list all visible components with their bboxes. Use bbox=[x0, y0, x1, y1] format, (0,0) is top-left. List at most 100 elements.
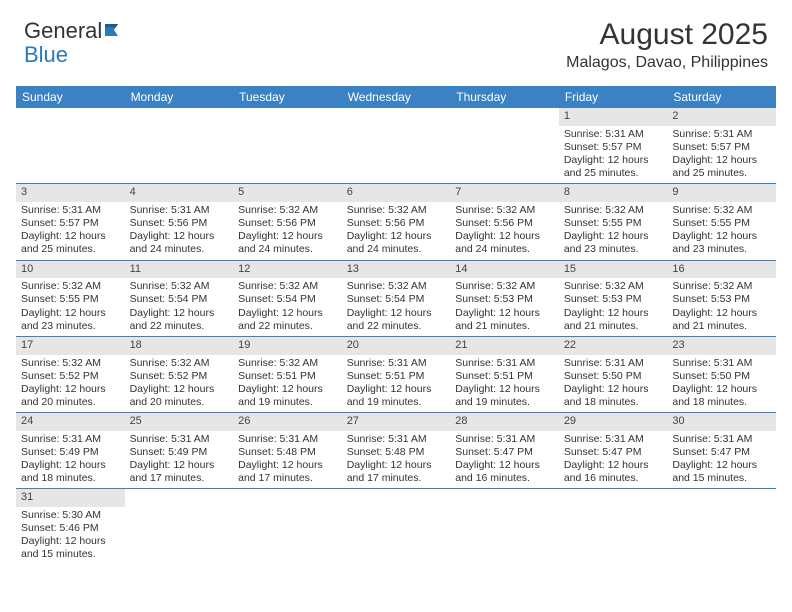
day-number: 12 bbox=[233, 261, 342, 279]
daylight-text-1: Daylight: 12 hours bbox=[21, 535, 120, 548]
sunrise-text: Sunrise: 5:32 AM bbox=[347, 204, 446, 217]
daylight-text-1: Daylight: 12 hours bbox=[21, 459, 120, 472]
calendar-cell: 23Sunrise: 5:31 AMSunset: 5:50 PMDayligh… bbox=[667, 336, 776, 412]
day-body: Sunrise: 5:32 AMSunset: 5:56 PMDaylight:… bbox=[233, 202, 342, 260]
sunset-text: Sunset: 5:47 PM bbox=[455, 446, 554, 459]
day-body: Sunrise: 5:31 AMSunset: 5:49 PMDaylight:… bbox=[16, 431, 125, 489]
daylight-text-1: Daylight: 12 hours bbox=[238, 383, 337, 396]
day-body: Sunrise: 5:31 AMSunset: 5:48 PMDaylight:… bbox=[342, 431, 451, 489]
day-number: 25 bbox=[125, 413, 234, 431]
daylight-text-1: Daylight: 12 hours bbox=[455, 383, 554, 396]
calendar-cell: 3Sunrise: 5:31 AMSunset: 5:57 PMDaylight… bbox=[16, 184, 125, 260]
calendar-cell bbox=[16, 108, 125, 184]
sunset-text: Sunset: 5:55 PM bbox=[672, 217, 771, 230]
calendar-cell: 20Sunrise: 5:31 AMSunset: 5:51 PMDayligh… bbox=[342, 336, 451, 412]
sunset-text: Sunset: 5:57 PM bbox=[672, 141, 771, 154]
day-number: 21 bbox=[450, 337, 559, 355]
sunrise-text: Sunrise: 5:30 AM bbox=[21, 509, 120, 522]
sunrise-text: Sunrise: 5:32 AM bbox=[672, 204, 771, 217]
calendar-cell: 26Sunrise: 5:31 AMSunset: 5:48 PMDayligh… bbox=[233, 413, 342, 489]
sunset-text: Sunset: 5:54 PM bbox=[347, 293, 446, 306]
sunset-text: Sunset: 5:53 PM bbox=[564, 293, 663, 306]
weekday-header: Tuesday bbox=[233, 86, 342, 108]
title-block: August 2025 Malagos, Davao, Philippines bbox=[566, 18, 768, 72]
day-number: 8 bbox=[559, 184, 668, 202]
day-number: 17 bbox=[16, 337, 125, 355]
day-number: 1 bbox=[559, 108, 668, 126]
day-number: 15 bbox=[559, 261, 668, 279]
sunrise-text: Sunrise: 5:32 AM bbox=[564, 204, 663, 217]
daylight-text-2: and 21 minutes. bbox=[672, 320, 771, 333]
sunrise-text: Sunrise: 5:31 AM bbox=[130, 204, 229, 217]
daylight-text-1: Daylight: 12 hours bbox=[130, 230, 229, 243]
sunrise-text: Sunrise: 5:31 AM bbox=[564, 433, 663, 446]
daylight-text-2: and 21 minutes. bbox=[564, 320, 663, 333]
calendar-week: 31Sunrise: 5:30 AMSunset: 5:46 PMDayligh… bbox=[16, 489, 776, 565]
daylight-text-2: and 24 minutes. bbox=[347, 243, 446, 256]
day-body: Sunrise: 5:32 AMSunset: 5:53 PMDaylight:… bbox=[450, 278, 559, 336]
sunrise-text: Sunrise: 5:32 AM bbox=[238, 204, 337, 217]
daylight-text-1: Daylight: 12 hours bbox=[21, 383, 120, 396]
sunrise-text: Sunrise: 5:31 AM bbox=[672, 128, 771, 141]
day-body: Sunrise: 5:31 AMSunset: 5:47 PMDaylight:… bbox=[450, 431, 559, 489]
day-number: 30 bbox=[667, 413, 776, 431]
calendar-cell: 22Sunrise: 5:31 AMSunset: 5:50 PMDayligh… bbox=[559, 336, 668, 412]
day-body: Sunrise: 5:31 AMSunset: 5:47 PMDaylight:… bbox=[559, 431, 668, 489]
day-body: Sunrise: 5:32 AMSunset: 5:54 PMDaylight:… bbox=[342, 278, 451, 336]
day-number: 11 bbox=[125, 261, 234, 279]
daylight-text-1: Daylight: 12 hours bbox=[672, 383, 771, 396]
calendar-cell: 25Sunrise: 5:31 AMSunset: 5:49 PMDayligh… bbox=[125, 413, 234, 489]
calendar-cell bbox=[342, 108, 451, 184]
daylight-text-1: Daylight: 12 hours bbox=[455, 307, 554, 320]
sunset-text: Sunset: 5:53 PM bbox=[672, 293, 771, 306]
daylight-text-2: and 23 minutes. bbox=[672, 243, 771, 256]
sunrise-text: Sunrise: 5:31 AM bbox=[455, 433, 554, 446]
daylight-text-1: Daylight: 12 hours bbox=[564, 154, 663, 167]
daylight-text-1: Daylight: 12 hours bbox=[238, 459, 337, 472]
calendar-cell bbox=[667, 489, 776, 565]
daylight-text-1: Daylight: 12 hours bbox=[130, 307, 229, 320]
daylight-text-1: Daylight: 12 hours bbox=[347, 307, 446, 320]
sunrise-text: Sunrise: 5:31 AM bbox=[130, 433, 229, 446]
day-number: 18 bbox=[125, 337, 234, 355]
day-number: 20 bbox=[342, 337, 451, 355]
daylight-text-2: and 25 minutes. bbox=[21, 243, 120, 256]
calendar-cell bbox=[125, 489, 234, 565]
daylight-text-2: and 16 minutes. bbox=[564, 472, 663, 485]
sunset-text: Sunset: 5:47 PM bbox=[564, 446, 663, 459]
sunrise-text: Sunrise: 5:31 AM bbox=[455, 357, 554, 370]
calendar-cell: 30Sunrise: 5:31 AMSunset: 5:47 PMDayligh… bbox=[667, 413, 776, 489]
daylight-text-1: Daylight: 12 hours bbox=[130, 383, 229, 396]
daylight-text-2: and 19 minutes. bbox=[455, 396, 554, 409]
daylight-text-2: and 16 minutes. bbox=[455, 472, 554, 485]
daylight-text-2: and 19 minutes. bbox=[347, 396, 446, 409]
calendar-week: 17Sunrise: 5:32 AMSunset: 5:52 PMDayligh… bbox=[16, 336, 776, 412]
calendar-cell bbox=[233, 108, 342, 184]
sunset-text: Sunset: 5:48 PM bbox=[238, 446, 337, 459]
sunset-text: Sunset: 5:53 PM bbox=[455, 293, 554, 306]
calendar-cell: 17Sunrise: 5:32 AMSunset: 5:52 PMDayligh… bbox=[16, 336, 125, 412]
calendar-cell: 8Sunrise: 5:32 AMSunset: 5:55 PMDaylight… bbox=[559, 184, 668, 260]
day-body: Sunrise: 5:31 AMSunset: 5:50 PMDaylight:… bbox=[667, 355, 776, 413]
calendar-cell bbox=[125, 108, 234, 184]
logo-text-general: General bbox=[24, 18, 102, 44]
daylight-text-2: and 22 minutes. bbox=[238, 320, 337, 333]
day-number: 31 bbox=[16, 489, 125, 507]
day-body: Sunrise: 5:31 AMSunset: 5:51 PMDaylight:… bbox=[342, 355, 451, 413]
sunset-text: Sunset: 5:47 PM bbox=[672, 446, 771, 459]
daylight-text-1: Daylight: 12 hours bbox=[672, 154, 771, 167]
sunrise-text: Sunrise: 5:31 AM bbox=[21, 204, 120, 217]
sunrise-text: Sunrise: 5:32 AM bbox=[564, 280, 663, 293]
day-number: 7 bbox=[450, 184, 559, 202]
daylight-text-2: and 17 minutes. bbox=[130, 472, 229, 485]
day-body: Sunrise: 5:31 AMSunset: 5:57 PMDaylight:… bbox=[559, 126, 668, 184]
daylight-text-2: and 15 minutes. bbox=[21, 548, 120, 561]
daylight-text-2: and 17 minutes. bbox=[347, 472, 446, 485]
calendar-cell: 21Sunrise: 5:31 AMSunset: 5:51 PMDayligh… bbox=[450, 336, 559, 412]
daylight-text-1: Daylight: 12 hours bbox=[455, 230, 554, 243]
sunset-text: Sunset: 5:54 PM bbox=[130, 293, 229, 306]
flag-icon bbox=[104, 22, 126, 40]
calendar-cell bbox=[559, 489, 668, 565]
sunrise-text: Sunrise: 5:32 AM bbox=[238, 280, 337, 293]
calendar-cell: 15Sunrise: 5:32 AMSunset: 5:53 PMDayligh… bbox=[559, 260, 668, 336]
